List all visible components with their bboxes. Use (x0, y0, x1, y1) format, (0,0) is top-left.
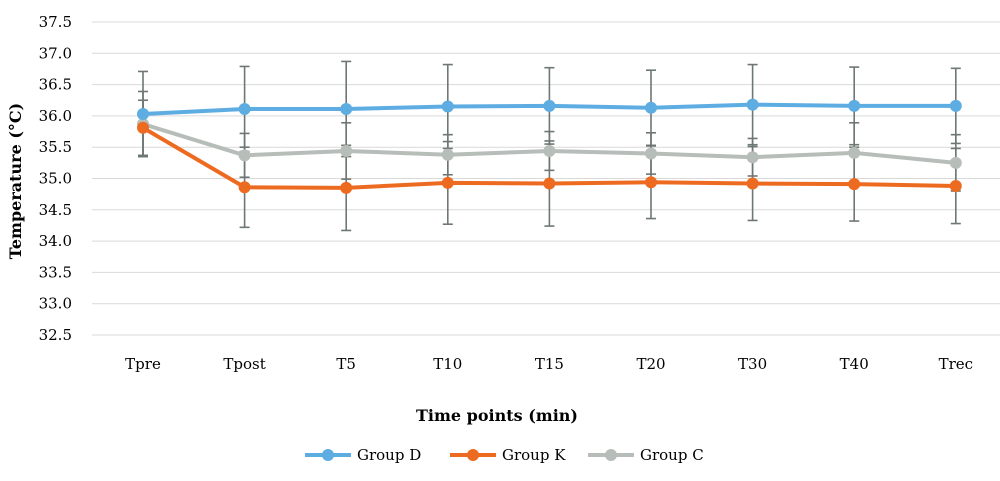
y-tick-label: 33.0 (39, 295, 72, 313)
data-point (543, 177, 556, 190)
y-axis-ticks: 32.5 33.0 33.5 34.0 34.5 35.0 35.5 36.0 36.5 37.0… (39, 13, 72, 344)
x-axis-title: Time points (min) (416, 406, 578, 425)
data-point (645, 176, 657, 189)
data-point (848, 178, 861, 191)
y-tick-label: 37.0 (39, 44, 72, 62)
data-point (746, 98, 759, 111)
y-tick-label: 37.5 (39, 13, 72, 31)
data-point (441, 148, 454, 161)
x-tick-label: Trec (939, 355, 973, 373)
y-tick-label: 36.0 (39, 107, 72, 125)
y-tick-label: 32.5 (39, 326, 72, 344)
data-point (340, 144, 353, 157)
legend-swatch-marker (605, 449, 617, 461)
x-axis-ticks: Tpre Tpost T5 T10 T15 T20 T30 T40 Trec (125, 355, 973, 373)
data-point (645, 147, 657, 160)
x-tick-label: Tpost (223, 355, 265, 373)
data-point (746, 151, 759, 164)
data-point (543, 99, 556, 112)
y-tick-label: 35.5 (39, 138, 72, 156)
x-tick-label: T30 (738, 355, 767, 373)
x-tick-label: T40 (840, 355, 869, 373)
y-tick-label: 33.5 (39, 263, 72, 281)
legend-label: Group C (640, 446, 704, 464)
data-point (238, 103, 251, 116)
legend-swatch-marker (322, 449, 334, 461)
data-point (441, 176, 454, 189)
legend-label: Group D (357, 446, 421, 464)
x-tick-label: T5 (336, 355, 356, 373)
data-point (949, 156, 962, 169)
y-tick-label: 34.5 (39, 201, 72, 219)
x-tick-label: T20 (636, 355, 665, 373)
data-point (340, 181, 353, 194)
data-point (645, 101, 657, 114)
legend-item: Group C (588, 446, 704, 464)
legend-swatch-marker (467, 449, 479, 461)
data-point (441, 100, 454, 113)
y-tick-label: 36.5 (39, 76, 72, 94)
y-tick-label: 35.0 (39, 170, 72, 188)
data-point (848, 146, 861, 159)
legend-item: Group D (305, 446, 421, 464)
legend-label: Group K (502, 446, 566, 464)
y-tick-label: 34.0 (39, 232, 72, 250)
data-point (848, 99, 861, 112)
y-axis-title: Temperature (°C) (6, 103, 25, 259)
x-tick-label: Tpre (125, 355, 161, 373)
data-point (137, 121, 149, 134)
legend-item: Group K (450, 446, 566, 464)
x-tick-label: T10 (433, 355, 462, 373)
data-point (137, 108, 149, 121)
data-point (238, 181, 251, 194)
data-points (137, 98, 962, 194)
legend: Group D Group K Group C (305, 446, 704, 464)
data-point (543, 144, 556, 157)
data-point (238, 149, 251, 162)
x-tick-label: T15 (535, 355, 564, 373)
data-point (949, 180, 962, 193)
data-point (949, 99, 962, 112)
data-point (746, 177, 759, 190)
data-point (340, 103, 353, 116)
